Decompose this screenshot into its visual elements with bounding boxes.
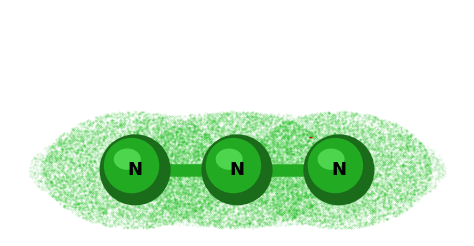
Ellipse shape [100,134,171,205]
Text: N: N [229,161,245,179]
Text: hybridization, polar vs. non-polar concept: hybridization, polar vs. non-polar conce… [80,69,394,82]
Ellipse shape [104,138,159,193]
Ellipse shape [114,149,141,170]
Ellipse shape [206,138,261,193]
Ellipse shape [318,149,345,170]
Text: Azide [N₃]⁻ ion Lewis dot structure, molecular geometry or: Azide [N₃]⁻ ion Lewis dot structure, mol… [16,11,458,24]
Ellipse shape [308,138,363,193]
Text: N: N [331,161,346,179]
Text: -: - [309,133,312,143]
Ellipse shape [216,149,243,170]
Text: shape, electron geometry, bond angle, formal charges,: shape, electron geometry, bond angle, fo… [30,40,444,53]
Ellipse shape [303,134,374,205]
Ellipse shape [201,134,273,205]
Text: N: N [128,161,143,179]
